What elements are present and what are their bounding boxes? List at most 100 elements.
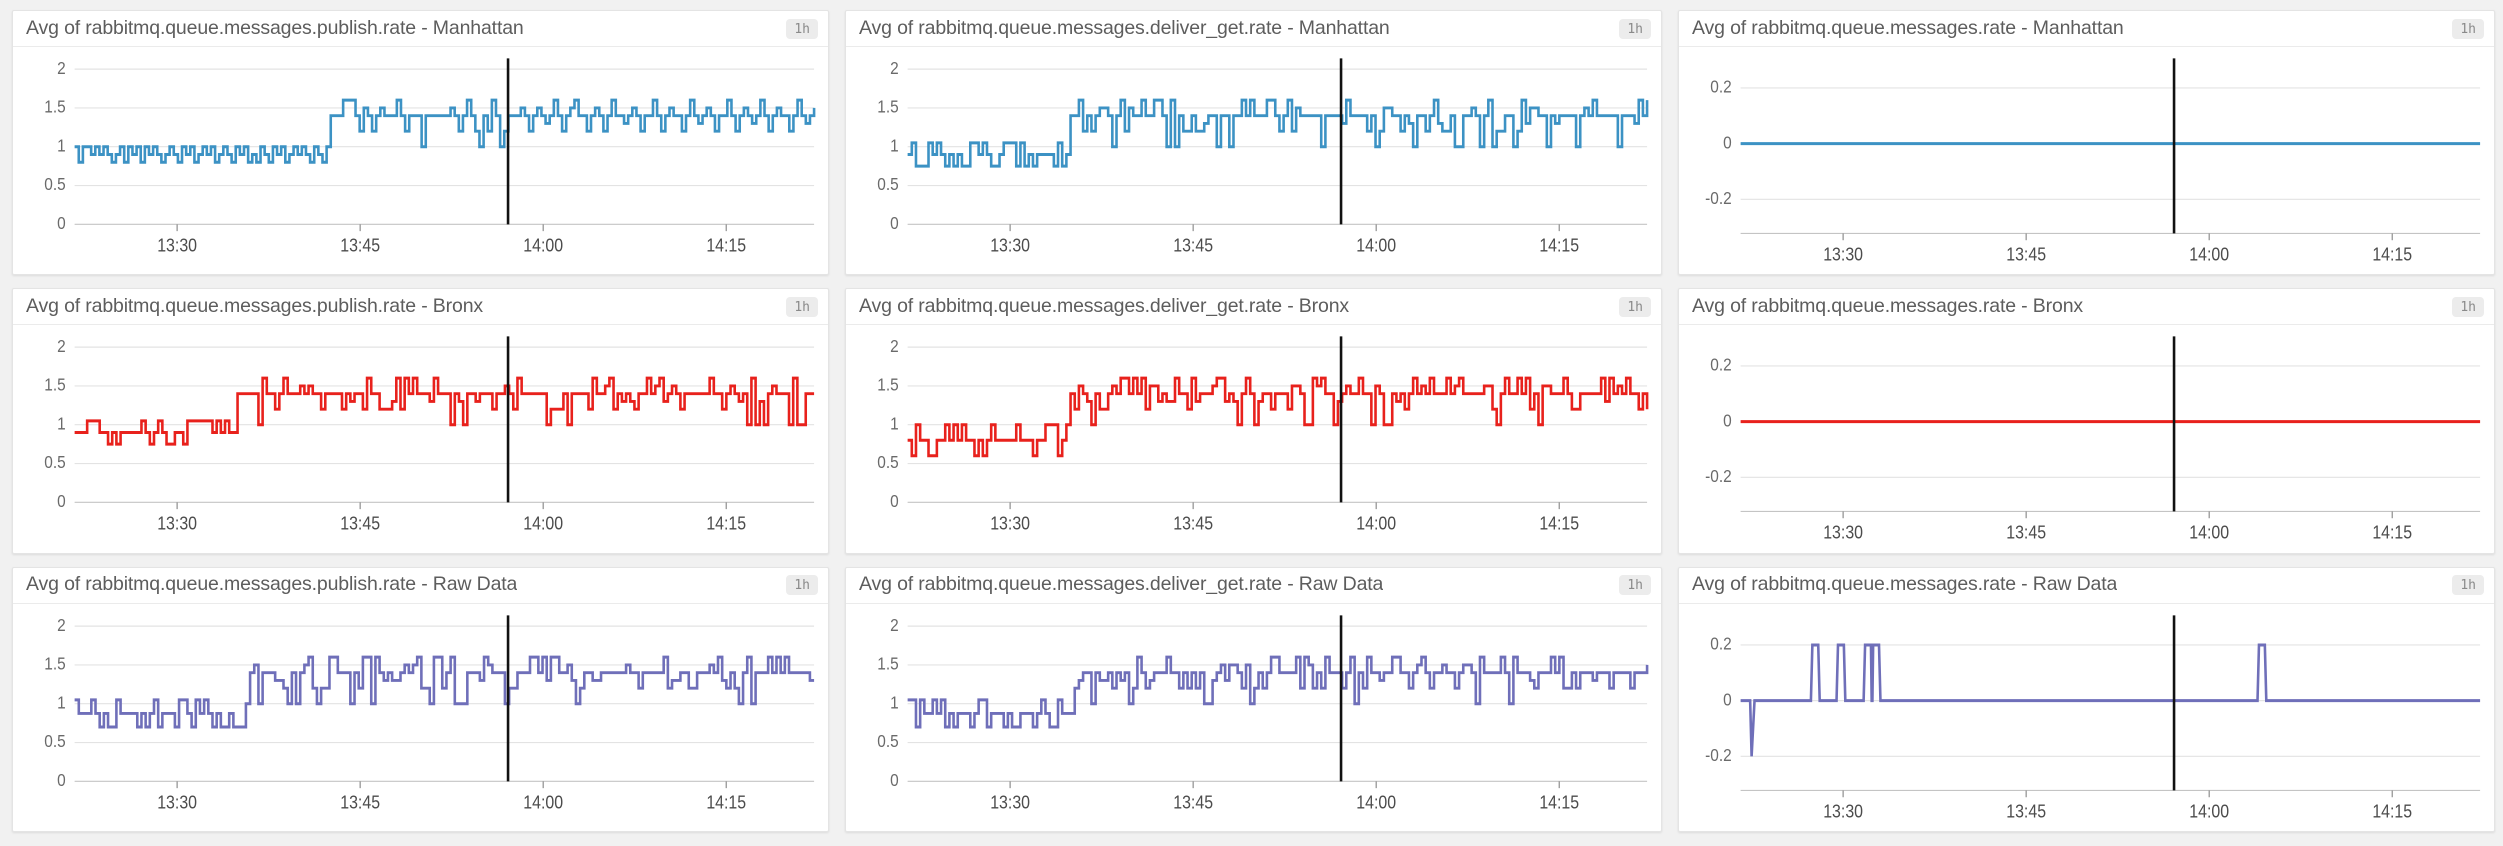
ytick-label: 2 <box>57 336 66 356</box>
chart-panel-deliver-get-rate-manhattan[interactable]: Avg of rabbitmq.queue.messages.deliver_g… <box>845 10 1662 276</box>
chart-plot-area: 2 1.5 1 0.5 0 13:30 13:45 14:00 14:15 <box>877 614 1649 813</box>
ytick-label: 1.5 <box>44 97 65 117</box>
chart-plot-area: 2 1.5 1 0.5 0 13:30 13:45 14:00 14:15 <box>44 336 815 534</box>
panel-header: Avg of rabbitmq.queue.messages.publish.r… <box>13 568 828 604</box>
ytick-label: 1 <box>890 692 899 712</box>
panel-header: Avg of rabbitmq.queue.messages.deliver_g… <box>846 11 1661 47</box>
panel-chart-body[interactable]: 2 1.5 1 0.5 0 13:30 13:45 14:00 14:15 <box>846 325 1661 552</box>
chart-panel-publish-rate-raw-data[interactable]: Avg of rabbitmq.queue.messages.publish.r… <box>12 566 829 832</box>
panel-chart-body[interactable]: 2 1.5 1 0.5 0 13:30 13:45 14:00 14:15 <box>13 604 828 831</box>
series-line <box>74 377 815 446</box>
xtick-label: 13:45 <box>2006 523 2046 543</box>
series-line <box>907 377 1649 458</box>
xtick-label: 14:00 <box>523 792 563 812</box>
chart-panel-deliver-get-rate-raw-data[interactable]: Avg of rabbitmq.queue.messages.deliver_g… <box>845 566 1662 832</box>
panel-title: Avg of rabbitmq.queue.messages.rate - Ra… <box>1692 575 2118 595</box>
ytick-label: 1.5 <box>44 375 65 395</box>
ytick-label: 0 <box>1723 132 1732 152</box>
timerange-badge[interactable]: 1h <box>1619 296 1651 317</box>
panel-chart-body[interactable]: 0.2 0 -0.2 13:30 13:45 14:00 14:15 <box>1679 47 2494 274</box>
panel-chart-body[interactable]: 2 1.5 1 0.5 0 13:30 13:45 14:00 14:15 <box>846 47 1661 274</box>
xtick-label: 14:00 <box>2189 245 2229 265</box>
ytick-label: 0.5 <box>877 174 898 194</box>
ytick-label: 0 <box>1723 689 1732 709</box>
panel-chart-body[interactable]: 0.2 0 -0.2 13:30 13:45 14:00 14:15 <box>1679 325 2494 552</box>
ytick-label: 0.2 <box>1710 633 1731 653</box>
ytick-label: 1.5 <box>44 653 65 673</box>
xtick-label: 14:15 <box>1539 792 1579 812</box>
xtick-label: 14:00 <box>1356 514 1396 534</box>
ytick-label: 0.5 <box>44 453 65 473</box>
xtick-label: 13:45 <box>1173 792 1213 812</box>
panel-title: Avg of rabbitmq.queue.messages.publish.r… <box>26 18 524 39</box>
chart-plot-area: 2 1.5 1 0.5 0 13:30 13:45 14:00 14:15 <box>44 614 815 813</box>
xtick-label: 14:00 <box>2189 801 2229 821</box>
ytick-label: 0 <box>1723 411 1732 431</box>
xtick-label: 14:15 <box>2372 523 2412 543</box>
panel-title: Avg of rabbitmq.queue.messages.rate - Br… <box>1692 297 2083 317</box>
chart-plot-area: 0.2 0 -0.2 13:30 13:45 14:00 14:15 <box>1705 336 2481 543</box>
panel-title: Avg of rabbitmq.queue.messages.publish.r… <box>26 297 483 317</box>
ytick-label: 1.5 <box>877 653 898 673</box>
panel-chart-body[interactable]: 2 1.5 1 0.5 0 13:30 13:45 14:00 14:15 <box>846 604 1661 831</box>
chart-panel-messages-rate-manhattan[interactable]: Avg of rabbitmq.queue.messages.rate - Ma… <box>1678 10 2495 276</box>
chart-panel-publish-rate-bronx[interactable]: Avg of rabbitmq.queue.messages.publish.r… <box>12 288 829 554</box>
ytick-label: -0.2 <box>1705 745 1732 765</box>
panel-header: Avg of rabbitmq.queue.messages.rate - Ra… <box>1679 568 2494 604</box>
timerange-badge[interactable]: 1h <box>1619 18 1651 39</box>
panel-title: Avg of rabbitmq.queue.messages.deliver_g… <box>859 575 1384 595</box>
ytick-label: 0 <box>890 213 899 233</box>
ytick-label: 2 <box>890 58 899 78</box>
chart-panel-deliver-get-rate-bronx[interactable]: Avg of rabbitmq.queue.messages.deliver_g… <box>845 288 1662 554</box>
xtick-label: 13:30 <box>990 792 1030 812</box>
timerange-badge[interactable]: 1h <box>2452 575 2484 596</box>
timerange-badge[interactable]: 1h <box>786 575 818 596</box>
ytick-label: 1 <box>57 135 66 155</box>
series-line <box>74 98 816 164</box>
chart-panel-messages-rate-raw-data[interactable]: Avg of rabbitmq.queue.messages.rate - Ra… <box>1678 566 2495 832</box>
ytick-label: 2 <box>57 614 66 634</box>
ytick-label: 2 <box>890 614 899 634</box>
chart-panel-publish-rate-manhattan[interactable]: Avg of rabbitmq.queue.messages.publish.r… <box>12 10 829 276</box>
xtick-label: 14:15 <box>2372 801 2412 821</box>
ytick-label: 0 <box>57 213 66 233</box>
chart-plot-area: 2 1.5 1 0.5 0 13:30 13:45 14:00 14:15 <box>44 58 816 256</box>
panel-title: Avg of rabbitmq.queue.messages.publish.r… <box>26 575 518 595</box>
chart-plot-area: 2 1.5 1 0.5 0 13:30 13:45 14:00 14:15 <box>877 336 1649 534</box>
timerange-badge[interactable]: 1h <box>2452 18 2484 39</box>
ytick-label: -0.2 <box>1705 466 1732 486</box>
timerange-badge[interactable]: 1h <box>1619 575 1651 596</box>
panel-chart-body[interactable]: 2 1.5 1 0.5 0 13:30 13:45 14:00 14:15 <box>13 47 828 274</box>
xtick-label: 14:00 <box>1356 236 1396 256</box>
ytick-label: 2 <box>890 336 899 356</box>
xtick-label: 14:15 <box>706 236 746 256</box>
ytick-label: 0 <box>57 491 66 511</box>
ytick-label: 1 <box>890 414 899 434</box>
xtick-label: 13:30 <box>157 792 197 812</box>
xtick-label: 13:30 <box>157 514 197 534</box>
xtick-label: 13:45 <box>340 236 380 256</box>
xtick-label: 13:30 <box>1823 801 1863 821</box>
panel-header: Avg of rabbitmq.queue.messages.publish.r… <box>13 11 828 47</box>
chart-panel-messages-rate-bronx[interactable]: Avg of rabbitmq.queue.messages.rate - Br… <box>1678 288 2495 554</box>
ytick-label: -0.2 <box>1705 188 1732 208</box>
ytick-label: 1.5 <box>877 97 898 117</box>
xtick-label: 14:15 <box>2372 245 2412 265</box>
xtick-label: 13:30 <box>157 236 197 256</box>
xtick-label: 14:15 <box>1539 236 1579 256</box>
panel-header: Avg of rabbitmq.queue.messages.publish.r… <box>13 289 828 326</box>
xtick-label: 14:00 <box>2189 523 2229 543</box>
timerange-badge[interactable]: 1h <box>786 18 818 39</box>
panel-chart-body[interactable]: 2 1.5 1 0.5 0 13:30 13:45 14:00 14:15 <box>13 325 828 552</box>
ytick-label: 0.5 <box>877 453 898 473</box>
timerange-badge[interactable]: 1h <box>786 296 818 317</box>
ytick-label: 2 <box>57 58 66 78</box>
series-line <box>907 655 1649 729</box>
timerange-badge[interactable]: 1h <box>2452 296 2484 317</box>
ytick-label: 1.5 <box>877 375 898 395</box>
panel-chart-body[interactable]: 0.2 0 -0.2 13:30 13:45 14:00 14:15 <box>1679 604 2494 831</box>
series-line <box>907 98 1649 168</box>
chart-plot-area: 0.2 0 -0.2 13:30 13:45 14:00 14:15 <box>1705 58 2481 265</box>
series-line <box>74 655 815 729</box>
